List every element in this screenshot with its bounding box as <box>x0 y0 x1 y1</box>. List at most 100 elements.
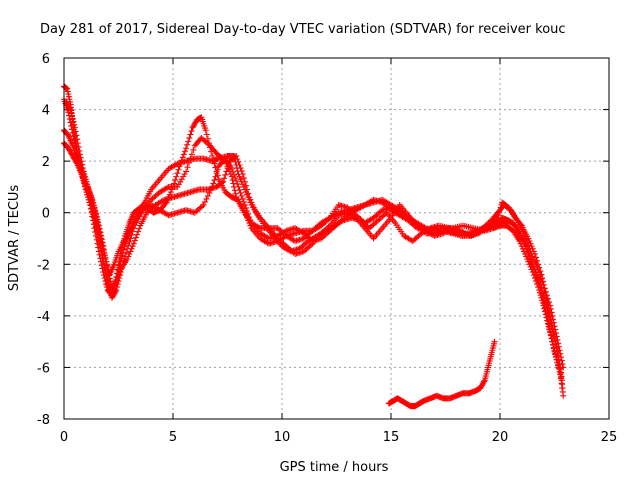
data-point <box>171 180 178 187</box>
data-point <box>542 288 549 295</box>
y-tick-label: -6 <box>37 361 50 376</box>
data-point <box>95 238 102 245</box>
x-tick-label: 0 <box>60 430 68 445</box>
data-point <box>534 275 541 282</box>
data-point <box>208 148 215 155</box>
data-point <box>82 183 89 190</box>
data-point <box>537 284 544 291</box>
data-point <box>114 273 121 280</box>
data-point <box>520 230 527 237</box>
data-point <box>100 261 107 268</box>
data-point <box>542 307 549 314</box>
data-point <box>546 324 553 331</box>
data-point <box>481 378 488 385</box>
data-point <box>524 248 531 255</box>
data-point <box>103 270 110 277</box>
data-point <box>164 196 171 203</box>
data-point <box>552 330 559 337</box>
data-point <box>86 196 93 203</box>
data-point <box>241 186 248 193</box>
data-point <box>113 276 120 283</box>
data-point <box>91 217 98 224</box>
data-point <box>173 173 180 180</box>
data-point <box>115 267 122 274</box>
data-point <box>135 228 142 235</box>
data-point <box>231 171 238 178</box>
data-point <box>526 253 533 260</box>
data-point <box>232 159 239 166</box>
data-point <box>532 272 539 279</box>
data-point <box>528 259 535 266</box>
data-point <box>206 189 213 196</box>
data-point <box>553 356 560 363</box>
data-point <box>188 128 195 135</box>
data-point <box>552 326 559 333</box>
data-point <box>543 311 550 318</box>
data-point <box>203 195 210 202</box>
data-point <box>554 336 561 343</box>
data-point <box>551 348 558 355</box>
data-point <box>556 368 563 375</box>
data-point <box>539 290 546 297</box>
data-point <box>520 240 527 247</box>
data-point <box>246 196 253 203</box>
data-point <box>207 186 214 193</box>
data-point <box>74 153 81 160</box>
data-point <box>92 220 99 227</box>
data-point <box>550 316 557 323</box>
data-point <box>245 211 252 218</box>
data-point <box>555 343 562 350</box>
data-point <box>184 141 191 148</box>
data-point <box>246 214 253 221</box>
data-point <box>90 211 97 218</box>
data-point <box>244 207 251 214</box>
y-tick-label: -8 <box>37 413 50 428</box>
y-tick-label: 2 <box>42 155 50 170</box>
data-point <box>238 192 245 199</box>
data-point <box>243 204 250 211</box>
data-point <box>235 171 242 178</box>
data-point <box>235 183 242 190</box>
y-tick-label: 6 <box>42 52 50 67</box>
data-point <box>70 133 77 140</box>
data-point <box>236 173 243 180</box>
data-point <box>231 152 238 159</box>
data-point <box>539 293 546 300</box>
data-point <box>555 340 562 347</box>
data-point <box>214 166 221 173</box>
data-point <box>552 351 559 358</box>
data-point <box>539 278 546 285</box>
data-point <box>545 321 552 328</box>
data-point <box>544 295 551 302</box>
data-point <box>88 205 95 212</box>
data-point <box>119 252 126 259</box>
y-axis-label: SDTVAR / TECUs <box>7 185 22 292</box>
data-point <box>67 119 74 126</box>
data-point <box>536 269 543 276</box>
data-point <box>233 162 240 169</box>
x-tick-label: 25 <box>601 430 618 445</box>
x-axis-label: GPS time / hours <box>280 460 389 475</box>
data-point <box>529 263 536 270</box>
data-point <box>538 275 545 282</box>
data-point <box>213 170 220 177</box>
data-point <box>234 168 241 175</box>
data-point <box>203 131 210 138</box>
data-point <box>128 245 135 252</box>
data-point <box>93 227 100 234</box>
data-point <box>179 154 186 161</box>
chart-title: Day 281 of 2017, Sidereal Day-to-day VTE… <box>40 22 566 37</box>
data-point <box>98 251 105 258</box>
data-point <box>65 109 72 116</box>
data-point <box>223 168 230 175</box>
data-point <box>555 361 562 368</box>
data-point <box>127 248 134 255</box>
data-point <box>183 145 190 152</box>
data-point <box>104 263 111 270</box>
data-point <box>550 319 557 326</box>
series-trace-e <box>61 140 562 371</box>
data-point <box>102 267 109 274</box>
data-point <box>73 159 80 166</box>
data-point <box>119 249 126 256</box>
data-point <box>177 160 184 167</box>
